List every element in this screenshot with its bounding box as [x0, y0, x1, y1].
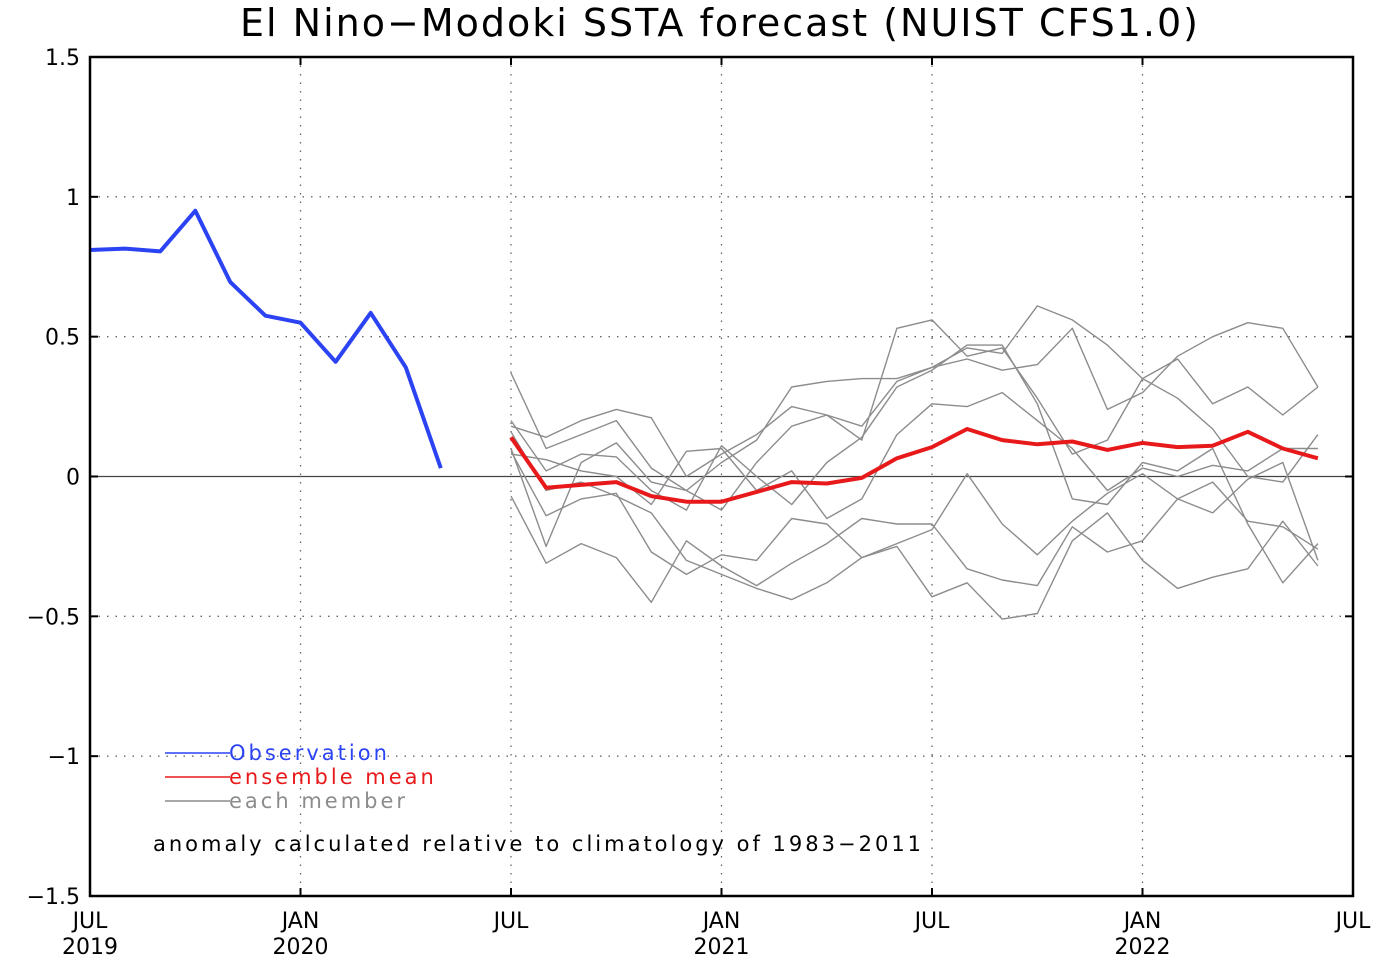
member-series-line-6 [510, 450, 1319, 576]
axis-ticks [89, 56, 1354, 897]
member-series-line-4 [510, 322, 1319, 548]
observation-line [89, 208, 443, 469]
legend-each-member-label: each member [229, 789, 408, 813]
x-tick-month-label: JAN [280, 909, 320, 934]
member-series-line-8 [510, 481, 1319, 603]
y-axis-tick-labels: 1.5 1 0.5 0 −0.5 −1 −1.5 [27, 46, 80, 910]
x-tick-month-label: JUL [1334, 909, 1372, 934]
member-series-line-2 [510, 344, 1319, 584]
member-series-line-7 [510, 431, 1319, 620]
y-tick-label: 0.5 [45, 326, 80, 351]
ensemble-mean-line [509, 427, 1319, 504]
x-tick-month-label: JAN [1122, 909, 1162, 934]
legend-observation-label: Observation [229, 741, 390, 765]
y-tick-label: −1.5 [27, 885, 80, 910]
member-series-layer [510, 305, 1319, 620]
ensemble-mean-series-layer [509, 427, 1319, 504]
y-tick-label: −1 [48, 745, 80, 770]
y-tick-label: −0.5 [27, 605, 80, 630]
chart-title: El Nino−Modoki SSTA forecast (NUIST CFS1… [240, 1, 1200, 45]
x-tick-month-label: JUL [913, 909, 951, 934]
y-tick-label: 0 [66, 466, 80, 491]
y-tick-label: 1.5 [45, 46, 80, 71]
x-tick-month-label: JUL [71, 909, 109, 934]
x-tick-year-label: 2020 [273, 935, 329, 958]
legend: Observation ensemble mean each member [165, 741, 437, 813]
climatology-note: anomaly calculated relative to climatolo… [153, 832, 924, 856]
x-tick-year-label: 2021 [694, 935, 750, 958]
x-tick-month-label: JUL [492, 909, 530, 934]
observation-series-layer [89, 208, 443, 469]
member-series-line-5 [510, 391, 1318, 520]
y-tick-label: 1 [66, 186, 80, 211]
member-series-line-3 [510, 305, 1319, 483]
legend-ensemble-mean-label: ensemble mean [229, 765, 437, 789]
x-tick-year-label: 2019 [62, 935, 118, 958]
x-tick-year-label: 2022 [1115, 935, 1171, 958]
member-series-line-1 [510, 319, 1319, 511]
x-tick-month-label: JAN [701, 909, 741, 934]
